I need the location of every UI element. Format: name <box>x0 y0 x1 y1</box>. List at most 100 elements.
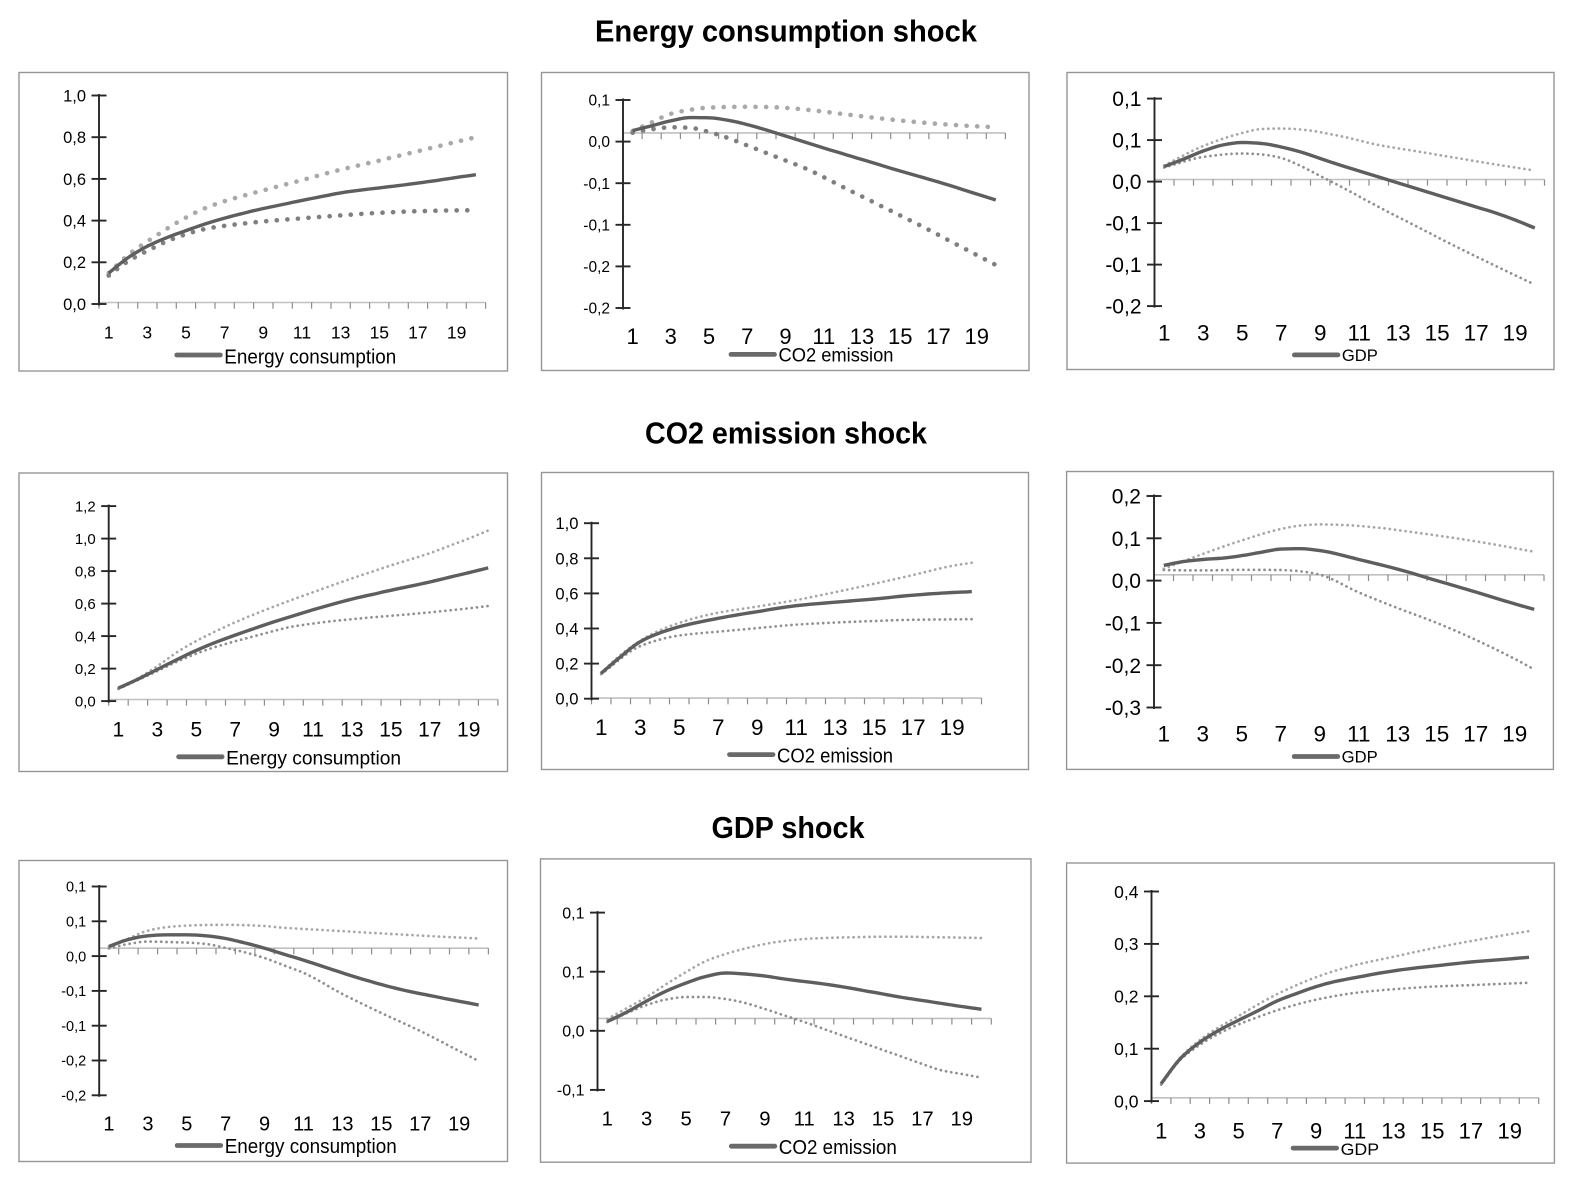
svg-text:19: 19 <box>1497 1118 1521 1143</box>
svg-text:3: 3 <box>152 718 164 741</box>
svg-text:0,2: 0,2 <box>1114 987 1138 1007</box>
svg-text:-0,2: -0,2 <box>1105 655 1141 678</box>
svg-text:17: 17 <box>418 718 441 741</box>
svg-text:0,0: 0,0 <box>1112 570 1141 593</box>
svg-text:0,6: 0,6 <box>63 171 86 189</box>
svg-text:-0,1: -0,1 <box>583 217 610 234</box>
svg-text:15: 15 <box>1424 722 1449 747</box>
svg-text:GDP: GDP <box>1341 1140 1380 1159</box>
svg-text:9: 9 <box>1310 1118 1322 1143</box>
svg-text:Energy consumption: Energy consumption <box>226 747 401 769</box>
svg-text:CO2 emission: CO2 emission <box>779 345 894 367</box>
svg-text:-0,2: -0,2 <box>1105 296 1141 319</box>
svg-text:17: 17 <box>901 715 926 740</box>
svg-text:0,1: 0,1 <box>562 905 584 922</box>
svg-text:3: 3 <box>1194 1118 1206 1143</box>
svg-text:5: 5 <box>680 1109 691 1131</box>
svg-text:7: 7 <box>229 718 241 741</box>
svg-text:-0,1: -0,1 <box>1105 213 1141 236</box>
svg-text:17: 17 <box>1459 1118 1483 1143</box>
svg-text:19: 19 <box>1502 722 1527 747</box>
svg-text:11: 11 <box>293 1113 314 1135</box>
svg-text:17: 17 <box>1464 321 1489 346</box>
svg-text:0,0: 0,0 <box>588 134 610 151</box>
svg-text:0,1: 0,1 <box>588 93 610 110</box>
svg-text:CO2 emission: CO2 emission <box>777 746 893 768</box>
svg-text:0,4: 0,4 <box>555 620 578 639</box>
svg-text:19: 19 <box>951 1109 974 1131</box>
svg-text:0,0: 0,0 <box>75 694 96 711</box>
svg-text:15: 15 <box>888 324 912 349</box>
svg-text:1: 1 <box>1158 722 1171 747</box>
svg-text:9: 9 <box>1314 722 1327 747</box>
svg-text:7: 7 <box>1275 321 1288 346</box>
svg-text:13: 13 <box>832 1109 855 1131</box>
svg-text:9: 9 <box>259 1113 270 1135</box>
svg-text:1,0: 1,0 <box>63 87 86 105</box>
svg-text:1,0: 1,0 <box>555 514 578 533</box>
svg-text:5: 5 <box>703 324 715 349</box>
svg-text:19: 19 <box>1503 321 1528 346</box>
svg-text:0,0: 0,0 <box>66 949 86 965</box>
svg-text:13: 13 <box>823 715 848 740</box>
svg-text:0,1: 0,1 <box>66 880 86 896</box>
svg-text:11: 11 <box>812 324 835 349</box>
svg-text:15: 15 <box>370 1113 392 1135</box>
svg-text:Energy consumption: Energy consumption <box>225 1136 397 1158</box>
svg-text:0,0: 0,0 <box>562 1024 584 1041</box>
svg-text:1,0: 1,0 <box>75 531 96 548</box>
svg-text:5: 5 <box>673 715 686 740</box>
svg-text:13: 13 <box>340 718 363 741</box>
svg-text:-0,3: -0,3 <box>1105 697 1141 720</box>
svg-text:17: 17 <box>926 324 950 349</box>
svg-text:1: 1 <box>1155 1118 1167 1143</box>
svg-text:5: 5 <box>190 718 202 741</box>
svg-text:-0,1: -0,1 <box>583 176 610 193</box>
svg-text:9: 9 <box>268 718 280 741</box>
svg-text:0,1: 0,1 <box>1112 528 1141 551</box>
svg-text:11: 11 <box>293 323 311 343</box>
svg-text:9: 9 <box>779 324 791 349</box>
svg-text:0,3: 0,3 <box>1114 934 1138 954</box>
svg-text:3: 3 <box>1197 321 1210 346</box>
svg-text:5: 5 <box>181 1113 192 1135</box>
svg-text:5: 5 <box>1236 321 1249 346</box>
svg-text:1: 1 <box>626 324 638 349</box>
svg-text:9: 9 <box>751 715 764 740</box>
svg-text:0,2: 0,2 <box>1112 486 1141 509</box>
svg-text:0,0: 0,0 <box>1114 1091 1139 1111</box>
svg-text:11: 11 <box>785 715 808 740</box>
svg-text:0,6: 0,6 <box>555 584 578 603</box>
svg-text:19: 19 <box>457 718 480 741</box>
svg-text:11: 11 <box>1347 722 1370 747</box>
svg-text:11: 11 <box>302 718 324 741</box>
svg-text:15: 15 <box>370 323 389 343</box>
svg-text:13: 13 <box>1381 1118 1405 1143</box>
svg-text:11: 11 <box>794 1109 815 1131</box>
svg-text:7: 7 <box>741 324 753 349</box>
svg-text:15: 15 <box>1420 1118 1444 1143</box>
svg-text:0,2: 0,2 <box>555 655 578 674</box>
svg-text:3: 3 <box>641 1109 652 1131</box>
svg-text:13: 13 <box>331 323 350 343</box>
svg-text:19: 19 <box>964 324 988 349</box>
svg-text:1: 1 <box>104 323 114 343</box>
svg-text:CO2 emission: CO2 emission <box>779 1137 897 1159</box>
svg-text:13: 13 <box>1385 722 1410 747</box>
svg-text:9: 9 <box>258 323 268 343</box>
svg-text:0,6: 0,6 <box>75 596 96 613</box>
svg-text:15: 15 <box>1425 321 1450 346</box>
svg-text:9: 9 <box>1314 321 1327 346</box>
svg-text:GDP: GDP <box>1342 748 1378 766</box>
svg-text:3: 3 <box>665 324 677 349</box>
svg-text:19: 19 <box>448 1113 470 1135</box>
svg-text:13: 13 <box>331 1113 353 1135</box>
svg-text:Energy consumption shock: Energy consumption shock <box>595 14 977 48</box>
svg-text:3: 3 <box>1197 722 1210 747</box>
svg-text:1: 1 <box>602 1109 613 1131</box>
svg-text:19: 19 <box>447 323 466 343</box>
svg-text:1: 1 <box>113 718 125 741</box>
svg-text:1: 1 <box>595 715 608 740</box>
svg-text:13: 13 <box>850 324 874 349</box>
svg-text:GDP: GDP <box>1342 347 1378 365</box>
